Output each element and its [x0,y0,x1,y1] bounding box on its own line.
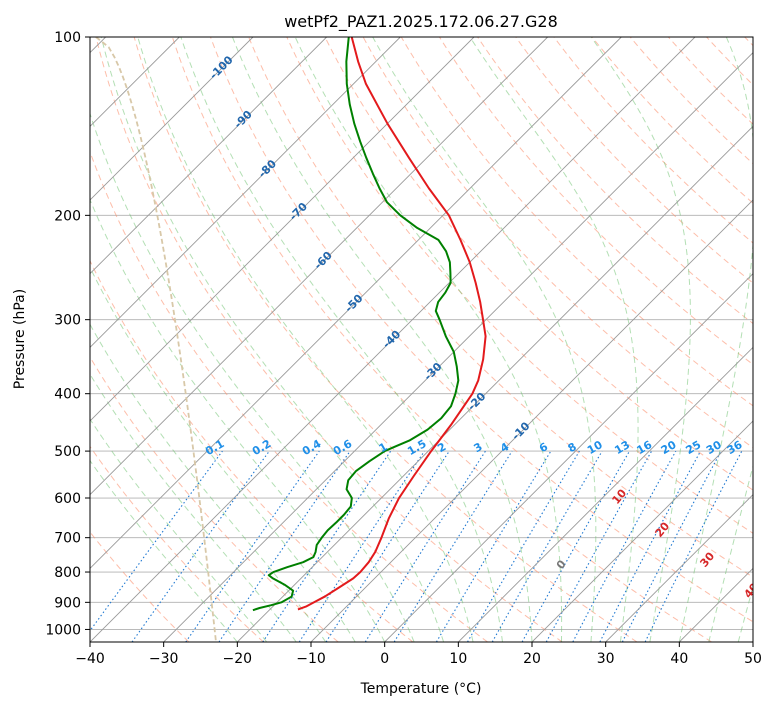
dry-adiabat-60 [248,37,753,578]
x-tick-label-0: 0 [380,651,389,667]
moist-adiabat-44 [708,464,753,642]
moist-adiabat-48 [737,585,753,642]
dewpoint-trace [252,37,460,612]
reference-curve-path [95,37,217,642]
moist-adiabat-8 [100,37,445,642]
x-tick-label--40: −40 [75,651,105,667]
dry-adiabat-130 [515,37,753,284]
mixing-ratio-line-12 [521,450,630,642]
dry-adiabat-30 [133,37,638,642]
moist-adiabat--12 [90,373,297,642]
dry-adiabat-120 [477,37,753,325]
isotherm--90 [90,37,327,275]
mixing-ratio-line-1 [131,450,270,642]
moist-adiabat-4 [90,112,415,642]
isotherm--20 [237,125,753,642]
isotherm--100 [90,37,254,201]
y-tick-label-300: 300 [54,313,81,329]
reference-curve [95,37,217,642]
x-tick-label-50: 50 [744,651,762,667]
x-tick-label--30: −30 [149,651,179,667]
mixing-ratio-line-3 [218,450,351,642]
dry-adiabat-100 [400,37,753,407]
x-axis-title: Temperature (°C) [360,681,482,697]
isotherm-0 [384,273,753,642]
y-tick-label-100: 100 [54,30,81,46]
plot-frame [89,36,754,643]
mixing-ratio-line-17 [644,450,743,642]
mixing-ratio-line-14 [572,450,677,642]
moist-adiabat-28 [372,37,597,642]
isotherm--30 [163,52,753,642]
moist-adiabat-16 [180,37,504,642]
dry-adiabat-0 [90,259,414,642]
moist-adiabat-20 [231,37,533,642]
y-tick-label-500: 500 [54,444,81,460]
moist-adiabats [90,37,753,642]
y-tick-label-700: 700 [54,531,81,547]
y-axis-title: Pressure (hPa) [12,289,28,389]
dry-adiabat-20 [95,37,563,642]
y-tick-label-900: 900 [54,595,81,611]
mixing-ratio-lines [90,450,743,642]
isotherms [90,37,753,642]
isotherm--60 [90,37,548,496]
sounding-traces [252,37,487,612]
y-tick-label-600: 600 [54,491,81,507]
moist-adiabat-0 [90,198,386,642]
x-tick-label-40: 40 [670,651,688,667]
isotherm-20 [531,420,753,642]
dry-adiabat-160 [629,37,753,165]
y-tick-label-800: 800 [54,565,81,581]
moist-adiabat--8 [90,323,327,642]
chart-title: wetPf2_PAZ1.2025.172.06.27.G28 [284,12,558,32]
x-tick-label--10: −10 [296,651,326,667]
mixing-ratio-line-2 [185,450,320,642]
mixing-ratio-line-8 [393,450,513,642]
dry-adiabat-40 [171,37,712,642]
x-tick-label-20: 20 [523,651,541,667]
moist-adiabat-label-4: 40 [741,580,761,600]
x-tick-label--20: −20 [223,651,253,667]
isotherm--70 [90,37,475,422]
moist-adiabat-40 [678,37,753,642]
moist-adiabat-12 [137,37,474,642]
y-tick-label-400: 400 [54,387,81,403]
mixing-ratio-line-13 [545,450,653,642]
mixing-ratio-line-4 [262,450,392,642]
dry-adiabat--20 [90,445,264,642]
mixing-ratio-line-5 [298,450,425,642]
moist-adiabat-32 [469,37,639,642]
x-tick-label-10: 10 [449,651,467,667]
isotherm--80 [90,37,401,348]
y-tick-label-200: 200 [54,208,81,224]
isotherm-10 [458,346,753,642]
moist-adiabat-36 [590,37,691,642]
temperature-trace [297,37,487,611]
moist-adiabat--4 [90,266,356,642]
moist-adiabat-24 [294,37,563,642]
isotherm--40 [90,37,696,642]
mixing-ratio-line-6 [325,450,450,642]
isotherm-30 [605,494,753,642]
dry-adiabat-80 [324,37,753,491]
mixing-ratio-line-0 [90,450,223,632]
moist-adiabat--16 [90,418,268,642]
isotherm--50 [90,37,622,569]
x-tick-label-30: 30 [597,651,615,667]
y-tick-label-1000: 1000 [45,622,81,638]
pressure-gridlines [90,37,753,630]
y-axis-ticks: 100 200 300 400 500 600 700 800 900 1000 [45,30,90,638]
x-axis-ticks: −40 −30 −20 −10 0 10 20 30 40 50 [75,642,762,667]
dry-adiabat-150 [591,37,753,204]
isotherm--10 [310,199,753,642]
dry-adiabats [90,37,753,642]
moist-adiabat--20 [90,459,238,642]
